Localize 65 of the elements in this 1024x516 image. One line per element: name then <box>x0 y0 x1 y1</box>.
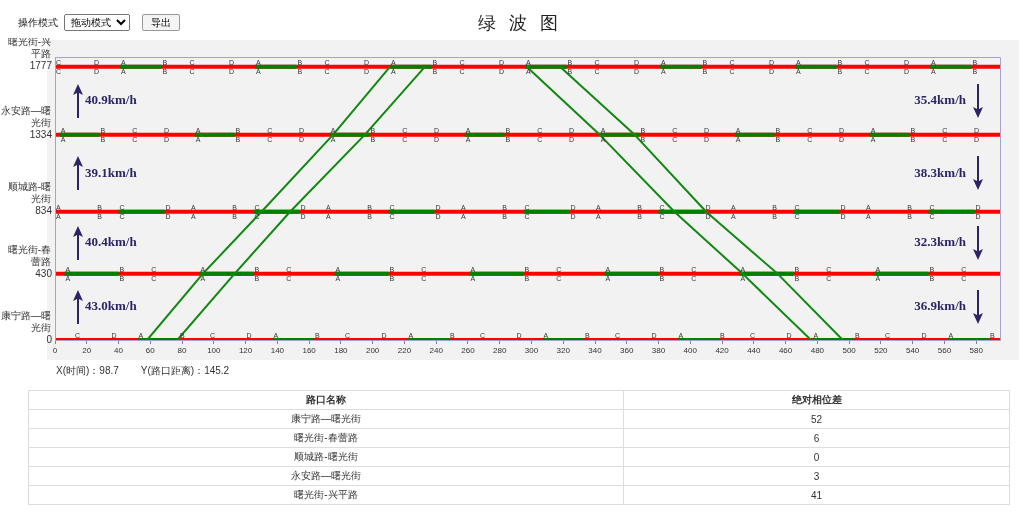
data-label: 0 <box>623 447 1010 467</box>
x-tick-label: 480 <box>810 346 825 355</box>
x-tick-label: 540 <box>905 346 920 355</box>
x-tick-label: 160 <box>302 346 317 355</box>
x-tick-label: 180 <box>334 346 349 355</box>
x-tick-label: 20 <box>82 346 92 355</box>
x-tick-label: 400 <box>683 346 698 355</box>
text: X(时间)：98.7 <box>56 364 119 378</box>
x-tick-label: 120 <box>238 346 253 355</box>
x-tick-label: 380 <box>651 346 666 355</box>
text: 康宁路—曙光街 <box>1 309 51 333</box>
x-tick-label: 300 <box>524 346 539 355</box>
y-tick-label: 0 <box>46 333 53 345</box>
annotation: 36.9km/h <box>914 298 967 314</box>
text: Y(路口距离)：145.2 <box>140 364 230 378</box>
x-tick-label: 240 <box>429 346 444 355</box>
annotation: 35.4km/h <box>914 92 967 108</box>
x-tick-label: 580 <box>969 346 984 355</box>
x-tick-label: 500 <box>842 346 857 355</box>
x-tick-label: 420 <box>715 346 730 355</box>
x-tick-label: 200 <box>365 346 380 355</box>
x-tick-label: 360 <box>620 346 634 355</box>
category-label: 康宁路—曙光街 <box>28 409 624 429</box>
x-tick-label: 220 <box>397 346 412 355</box>
category-label: 永安路—曙光街 <box>28 466 624 486</box>
annotation: 39.1km/h <box>85 164 138 180</box>
category-label: 曙光街-春蕾路 <box>28 428 624 448</box>
data-label: 3 <box>623 466 1010 486</box>
text: 曙光街-春蕾路 <box>7 243 51 267</box>
annotation: 32.3km/h <box>914 234 967 250</box>
text: 绝对相位差 <box>623 390 1010 410</box>
annotation: 38.3km/h <box>914 164 967 180</box>
x-tick-label: 460 <box>778 346 793 355</box>
text: 拖动模式 <box>64 14 130 31</box>
text: 路口名称 <box>28 390 624 410</box>
data-label: 6 <box>623 428 1010 448</box>
text: 顺城路-曙光街 <box>7 181 51 205</box>
x-tick-label: 60 <box>145 346 156 355</box>
x-tick-label: 40 <box>114 346 124 355</box>
y-tick-label: 834 <box>35 205 53 217</box>
x-tick-label: 320 <box>556 346 571 355</box>
x-tick-label: 520 <box>874 346 889 355</box>
annotation: 43.0km/h <box>85 298 138 314</box>
y-tick-label: 1777 <box>29 60 53 72</box>
category-label: 顺城路-曙光街 <box>28 447 624 467</box>
text: 操作模式 <box>18 15 58 30</box>
annotation: 40.4km/h <box>85 234 138 250</box>
text: 永安路—曙光街 <box>1 104 51 128</box>
x-tick-label: 140 <box>270 346 285 355</box>
y-tick-label: 430 <box>35 267 53 279</box>
category-label: 曙光街-兴平路 <box>28 485 624 505</box>
text: 导出 <box>142 14 180 31</box>
x-tick-label: 80 <box>177 346 188 355</box>
x-tick-label: 260 <box>461 346 476 355</box>
x-tick-label: 340 <box>588 346 603 355</box>
y-tick-label: 1334 <box>29 128 53 140</box>
x-tick-label: 440 <box>747 346 762 355</box>
text: 曙光街-兴平路 <box>7 36 51 60</box>
annotation: 40.9km/h <box>85 92 138 108</box>
x-tick-label: 560 <box>937 346 952 355</box>
x-tick-label: 280 <box>493 346 507 355</box>
x-tick-label: 100 <box>207 346 222 355</box>
chart-title: 绿 波 图 <box>477 13 562 33</box>
data-label: 41 <box>623 485 1010 505</box>
data-label: 52 <box>623 409 1010 429</box>
